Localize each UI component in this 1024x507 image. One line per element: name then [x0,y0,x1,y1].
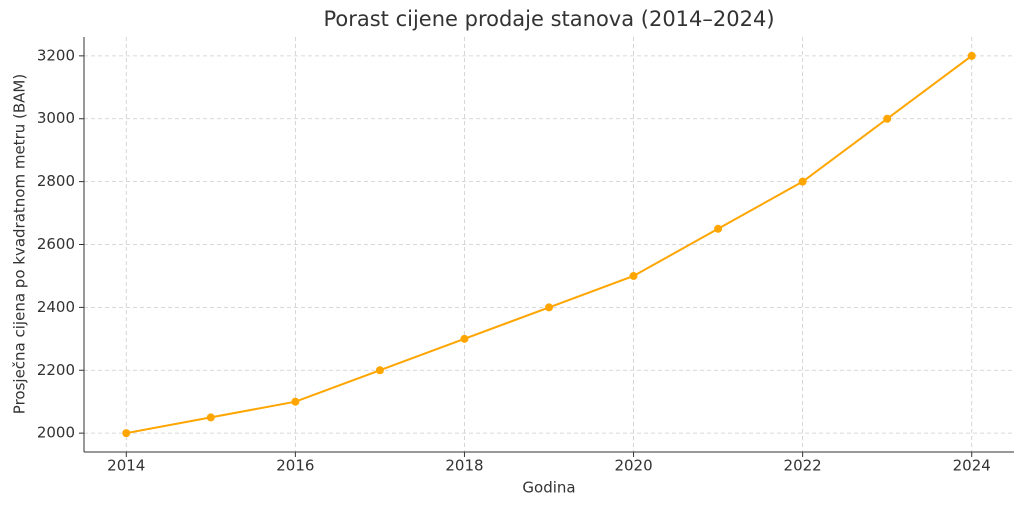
y-tick-label: 2200 [37,361,75,379]
data-point [122,429,131,438]
data-point [883,114,892,123]
x-tick-label: 2018 [445,457,483,475]
data-point [291,397,300,406]
y-tick-label: 2600 [37,235,75,253]
x-tick-label: 2024 [953,457,991,475]
data-point [206,413,215,422]
data-point [545,303,553,312]
data-point [714,224,723,233]
data-point [375,366,384,375]
chart-title: Porast cijene prodaje stanova (2014–2024… [323,7,774,31]
x-tick-label: 2022 [784,457,822,475]
data-point [629,271,638,280]
data-point [460,334,469,343]
x-tick-label: 2020 [614,457,652,475]
y-tick-label: 3000 [37,109,75,127]
x-axis-label: Godina [522,479,575,497]
y-axis-label: Prosječna cijena po kvadratnom metru (BA… [11,74,29,414]
y-tick-label: 2000 [37,424,75,442]
data-point [798,177,807,186]
y-tick-label: 3200 [37,46,75,64]
y-tick-label: 2400 [37,298,75,316]
y-tick-label: 2800 [37,172,75,190]
x-tick-label: 2016 [276,457,314,475]
x-tick-label: 2014 [107,457,145,475]
data-point [967,51,976,60]
